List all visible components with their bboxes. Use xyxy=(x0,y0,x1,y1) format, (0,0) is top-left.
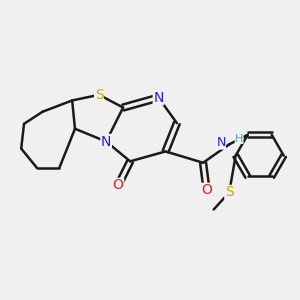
Text: H: H xyxy=(235,134,243,144)
Text: S: S xyxy=(225,185,234,200)
Text: O: O xyxy=(201,183,212,197)
Text: N: N xyxy=(101,134,111,148)
Text: O: O xyxy=(113,178,124,192)
Text: S: S xyxy=(95,88,103,102)
Text: N: N xyxy=(216,136,226,149)
Text: N: N xyxy=(153,91,164,105)
